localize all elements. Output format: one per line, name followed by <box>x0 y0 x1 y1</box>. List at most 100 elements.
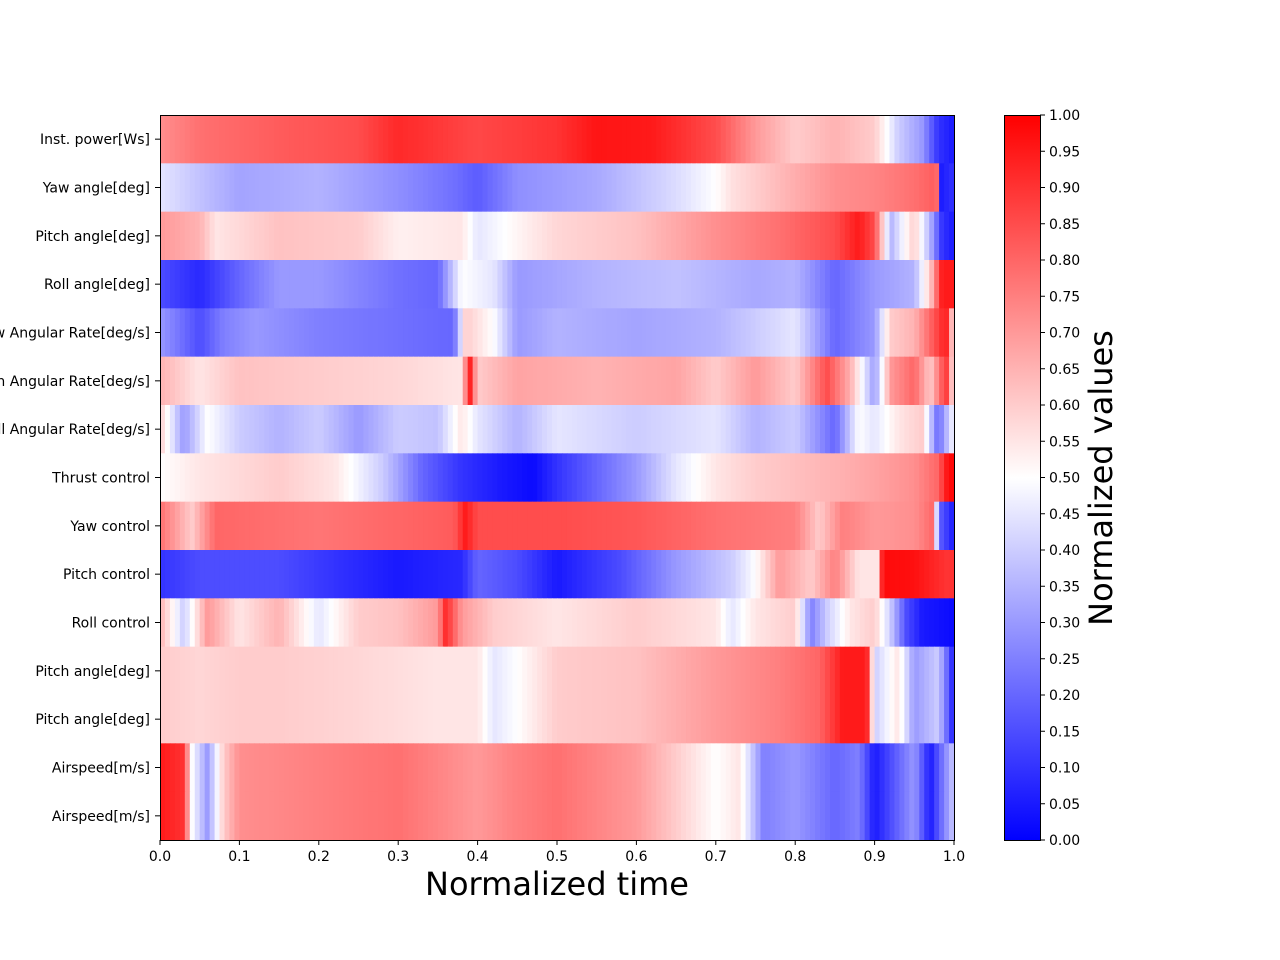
heatmap-cell <box>586 501 593 551</box>
heatmap-cell <box>805 743 811 793</box>
heatmap-cell <box>894 405 901 454</box>
heatmap-cell <box>591 405 598 454</box>
heatmap-cell <box>725 115 732 164</box>
heatmap-cell <box>566 308 573 358</box>
heatmap-cell <box>194 163 201 213</box>
heatmap-cell <box>849 791 856 841</box>
heatmap-cell <box>874 356 881 406</box>
heatmap-cell <box>423 356 429 406</box>
heatmap-cell <box>676 743 682 793</box>
heatmap-cell <box>785 598 791 648</box>
heatmap-cell <box>229 453 236 503</box>
heatmap-cell <box>537 743 543 793</box>
heatmap-cell <box>333 308 340 358</box>
heatmap-cell <box>909 453 915 503</box>
heatmap-cell <box>432 260 439 309</box>
heatmap-cell <box>874 646 881 696</box>
heatmap-cell <box>353 598 360 648</box>
heatmap-row <box>160 501 955 551</box>
heatmap-cell <box>641 453 647 503</box>
heatmap-cell <box>502 598 508 648</box>
heatmap-cell <box>368 115 374 164</box>
heatmap-cell <box>373 791 379 841</box>
heatmap-cell <box>889 260 896 309</box>
heatmap-cell <box>427 791 434 841</box>
heatmap-cell <box>313 695 320 744</box>
heatmap-cell <box>542 646 548 696</box>
heatmap-cell <box>695 646 702 696</box>
heatmap-cell <box>934 405 940 454</box>
heatmap-cell <box>447 308 454 358</box>
heatmap-cell <box>676 405 682 454</box>
heatmap-cell <box>686 115 692 164</box>
heatmap-cell <box>323 453 330 503</box>
heatmap-cell <box>338 115 345 164</box>
heatmap-cell <box>423 405 429 454</box>
heatmap-cell <box>477 743 484 793</box>
heatmap-cell <box>566 695 573 744</box>
heatmap-cell <box>462 598 469 648</box>
heatmap-cell <box>249 115 255 164</box>
heatmap-cell <box>810 405 816 454</box>
heatmap-cell <box>596 791 603 841</box>
heatmap-cell <box>298 115 305 164</box>
heatmap-cell <box>874 260 881 309</box>
heatmap-cell <box>537 501 543 551</box>
heatmap-cell <box>656 743 662 793</box>
heatmap-cell <box>502 791 508 841</box>
heatmap-cell <box>269 211 275 261</box>
heatmap-cell <box>735 646 742 696</box>
heatmap-cell <box>447 453 454 503</box>
heatmap-cell <box>472 743 479 793</box>
heatmap-cell <box>194 115 201 164</box>
heatmap-cell <box>219 115 226 164</box>
heatmap-cell <box>363 163 370 213</box>
heatmap-cell <box>174 646 181 696</box>
heatmap-cell <box>805 791 811 841</box>
heatmap-cell <box>343 405 350 454</box>
heatmap-cell <box>303 550 310 599</box>
heatmap-cell <box>239 598 245 648</box>
heatmap-cell <box>164 308 171 358</box>
heatmap-cell <box>234 743 240 793</box>
heatmap-cell <box>204 743 211 793</box>
heatmap-cell <box>601 211 608 261</box>
heatmap-cell <box>552 453 558 503</box>
heatmap-cell <box>646 550 652 599</box>
heatmap-cell <box>735 115 742 164</box>
heatmap-cell <box>646 211 652 261</box>
heatmap-cell <box>785 646 791 696</box>
heatmap-cell <box>219 356 226 406</box>
heatmap-rows <box>160 115 955 841</box>
colorbar-tick-label: 0.55 <box>1049 434 1080 450</box>
heatmap-cell <box>894 598 901 648</box>
heatmap-cell <box>383 791 389 841</box>
heatmap-cell <box>636 356 642 406</box>
heatmap-cell <box>527 646 533 696</box>
heatmap-cell <box>859 308 866 358</box>
heatmap-cell <box>745 356 752 406</box>
heatmap-cell <box>591 260 598 309</box>
heatmap-cell <box>452 646 459 696</box>
heatmap-cell <box>690 598 697 648</box>
heatmap-cell <box>467 743 474 793</box>
heatmap-cell <box>467 501 474 551</box>
heatmap-cell <box>750 453 757 503</box>
heatmap-cell <box>303 598 310 648</box>
heatmap-cell <box>899 550 905 599</box>
y-tick-label: Roll angle[deg] <box>44 277 150 293</box>
heatmap-cell <box>874 791 881 841</box>
heatmap-cell <box>854 501 861 551</box>
heatmap-cell <box>616 260 623 309</box>
heatmap-cell <box>298 695 305 744</box>
heatmap-cell <box>834 743 841 793</box>
heatmap-cell <box>780 308 786 358</box>
heatmap-cell <box>378 308 384 358</box>
heatmap-cell <box>289 405 295 454</box>
heatmap-cell <box>686 743 692 793</box>
heatmap-cell <box>929 646 935 696</box>
heatmap-cell <box>219 501 226 551</box>
heatmap-cell <box>715 260 722 309</box>
heatmap-cell <box>820 163 826 213</box>
heatmap-cell <box>924 743 930 793</box>
